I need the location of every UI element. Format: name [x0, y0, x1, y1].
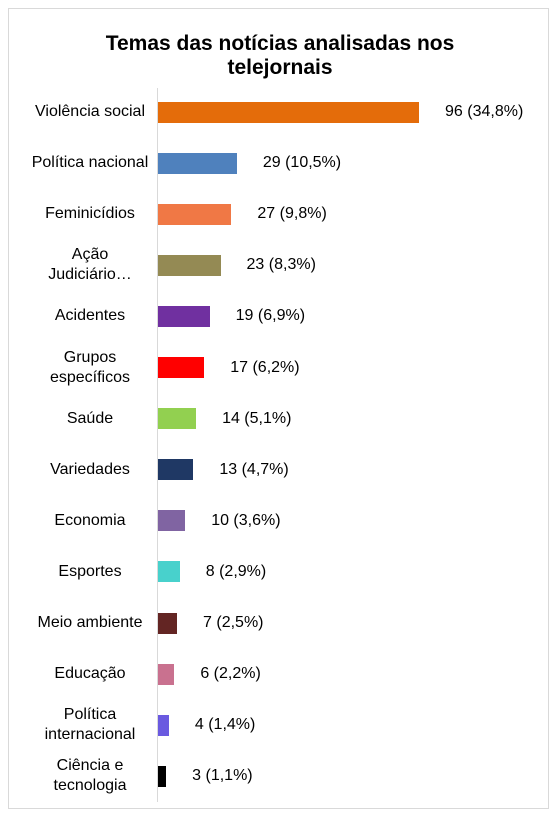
bar [158, 408, 197, 430]
category-label: Política nacional [31, 154, 149, 172]
bar [158, 510, 186, 532]
category-label: Grupos específicos [49, 348, 131, 386]
data-label: 13 (4,7%) [219, 460, 289, 478]
category-label: Acidentes [54, 307, 126, 325]
category-label: Economia [54, 511, 126, 529]
bar [158, 152, 237, 174]
category-label: Violência social [35, 103, 145, 120]
bar [158, 101, 419, 123]
bar [158, 459, 194, 481]
category-label: Saúde [66, 409, 114, 427]
category-label: Ação Judiciário… [48, 246, 132, 284]
bar [158, 305, 210, 327]
bar [158, 561, 180, 583]
data-label: 6 (2,2%) [200, 665, 261, 683]
data-label: 4 (1,4%) [194, 716, 256, 734]
chart-title: Temas das notícias analisadas nos telejo… [105, 32, 455, 79]
data-label: 29 (10,5%) [262, 154, 342, 172]
data-label: 19 (6,9%) [235, 307, 306, 325]
data-label: 96 (34,8%) [445, 103, 524, 120]
bar [158, 254, 221, 276]
bar [158, 714, 169, 736]
data-label: 23 (8,3%) [246, 256, 316, 274]
bar [158, 203, 232, 225]
bar [158, 765, 167, 787]
data-label: 10 (3,6%) [211, 511, 281, 529]
data-label: 14 (5,1%) [222, 409, 292, 427]
category-axis [157, 88, 158, 802]
data-label: 3 (1,1%) [192, 767, 253, 785]
data-label: 7 (2,5%) [203, 614, 264, 631]
category-label: Variedades [50, 460, 130, 478]
category-label: Política internacional [44, 706, 136, 744]
data-label: 8 (2,9%) [205, 562, 267, 580]
bar [158, 357, 205, 378]
category-label: Ciência e tecnologia [53, 757, 127, 795]
category-label: Meio ambiente [37, 614, 143, 631]
bar [158, 663, 175, 685]
category-label: Feminicídios [45, 205, 135, 223]
category-label: Educação [54, 665, 126, 683]
category-label: Esportes [58, 562, 122, 580]
bar [158, 612, 178, 634]
data-label: 17 (6,2%) [230, 358, 300, 376]
data-label: 27 (9,8%) [257, 205, 327, 223]
chart-frame [8, 8, 549, 809]
